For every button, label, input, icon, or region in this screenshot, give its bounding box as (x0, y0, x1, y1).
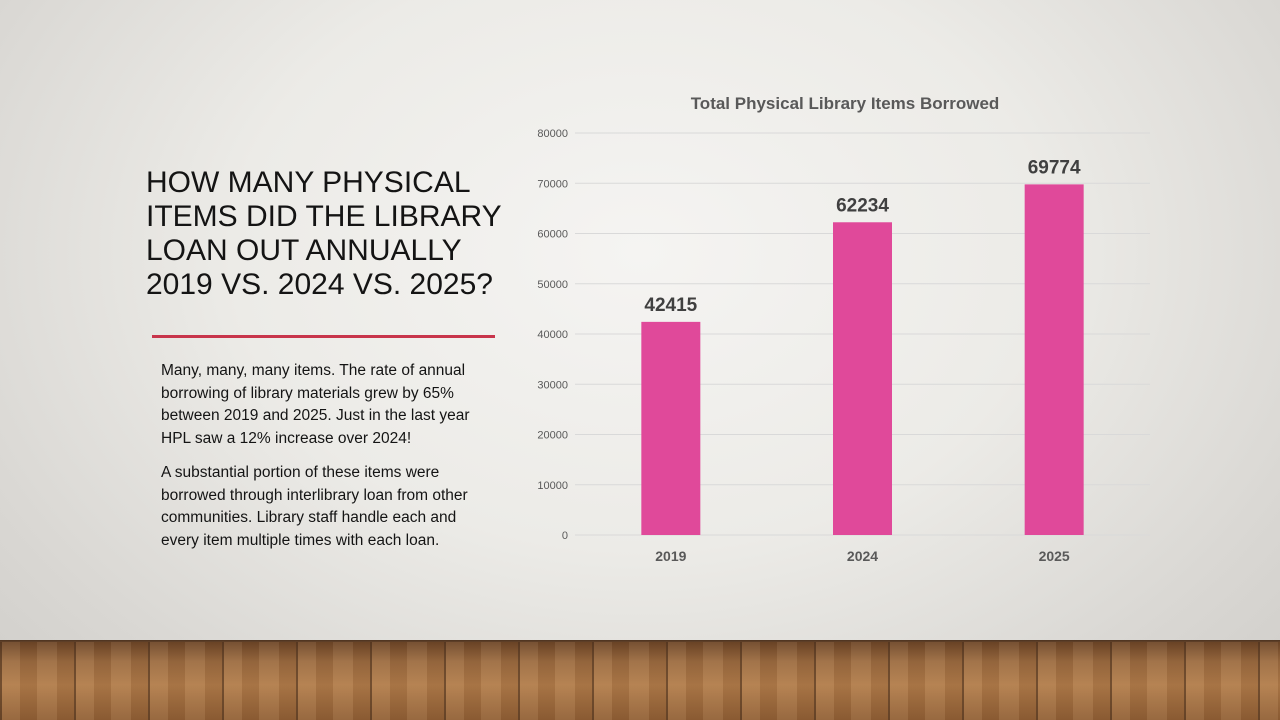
bar-chart: Total Physical Library Items Borrowed 0 1… (520, 80, 1180, 580)
body-paragraph: Many, many, many items. The rate of annu… (161, 362, 470, 447)
y-tick-label: 20000 (537, 430, 568, 442)
slide-title: HOW MANY PHYSICAL ITEMS DID THE LIBRARY … (146, 166, 502, 301)
chart-plot: 0 10000 20000 30000 40000 50000 60000 70000 8000… (537, 128, 1150, 564)
y-tick-label: 50000 (537, 279, 568, 291)
x-tick-label: 2024 (847, 548, 878, 564)
y-tick-label: 60000 (537, 229, 568, 241)
data-label: 62234 (836, 195, 889, 216)
body-text: Many, many, many items. The rate of annu… (161, 360, 491, 564)
wood-floor (0, 642, 1280, 720)
data-label: 69774 (1028, 157, 1081, 178)
y-tick-label: 0 (562, 530, 568, 542)
x-tick-label: 2019 (655, 548, 686, 564)
data-label: 42415 (644, 295, 697, 316)
y-tick-label: 70000 (537, 178, 568, 190)
y-tick-label: 40000 (537, 329, 568, 341)
title-divider (152, 335, 495, 338)
bar (1024, 184, 1084, 535)
bar (641, 321, 701, 535)
body-paragraph: A substantial portion of these items wer… (161, 464, 468, 549)
y-tick-label: 80000 (537, 128, 568, 140)
y-tick-label: 10000 (537, 480, 568, 492)
bar (833, 222, 892, 535)
y-tick-label: 30000 (537, 379, 568, 391)
x-tick-label: 2025 (1039, 548, 1070, 564)
chart-title: Total Physical Library Items Borrowed (690, 94, 1000, 113)
